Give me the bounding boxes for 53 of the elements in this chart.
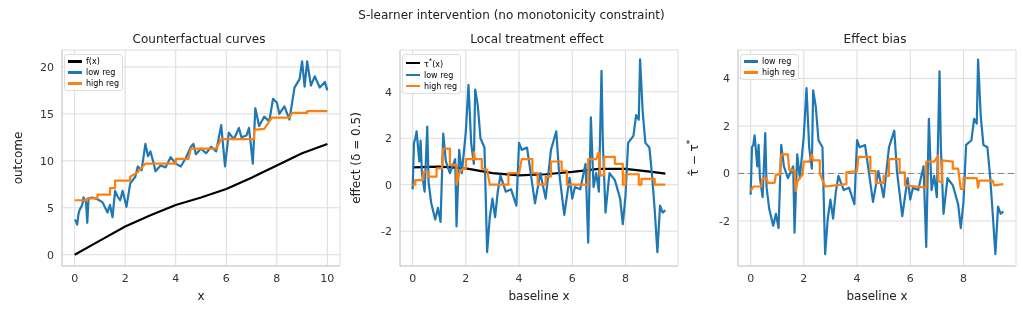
x-axis-title: baseline x (508, 289, 570, 303)
x-axis-title: x (197, 289, 205, 303)
x-tick-label: 8 (959, 271, 967, 285)
y-tick-label: 2 (385, 132, 392, 146)
x-tick-label: 0 (409, 271, 417, 285)
y-tick-label: 0 (723, 167, 730, 181)
y-axis-title: outcome (11, 131, 25, 185)
x-tick-label: 10 (320, 271, 335, 285)
x-tick-label: 4 (853, 271, 861, 285)
line-series (411, 147, 667, 186)
y-axis-title: effect (δ = 0.5) (349, 112, 363, 204)
line-series (73, 142, 329, 256)
x-tick-label: 2 (121, 271, 129, 285)
chart-title: Effect bias (843, 32, 907, 46)
text: S-learner intervention (no monotonicity constraint) (358, 8, 665, 22)
legend-label: low reg (762, 57, 792, 66)
x-tick-label: 2 (462, 271, 470, 285)
chart-title: Counterfactual curves (132, 32, 266, 46)
y-tick-label: 2 (723, 119, 730, 133)
y-tick-label: 15 (40, 107, 54, 121)
line-series (749, 58, 1005, 256)
legend-label: f(x) (86, 57, 100, 66)
line-series (411, 165, 667, 177)
line-series (73, 109, 329, 202)
line-series (749, 153, 1005, 193)
y-tick-label: 4 (723, 72, 730, 86)
x-tick-label: 4 (515, 271, 523, 285)
chart-title: Local treatment effect (470, 32, 604, 46)
x-tick-label: 0 (71, 271, 79, 285)
x-tick-label: 0 (747, 271, 755, 285)
y-tick-label: -2 (719, 214, 730, 228)
x-tick-label: 8 (621, 271, 629, 285)
legend-label: high reg (762, 68, 796, 77)
y-tick-label: 4 (385, 85, 392, 99)
legend-label: high reg (86, 79, 120, 88)
x-tick-label: 4 (172, 271, 180, 285)
x-tick-label: 6 (906, 271, 914, 285)
legend-label: high reg (424, 81, 458, 91)
x-tick-label: 8 (273, 271, 281, 285)
legend-label: low reg (86, 68, 116, 77)
y-tick-label: 0 (47, 248, 54, 262)
y-tick-label: 10 (40, 154, 54, 168)
y-tick-label: 5 (47, 201, 54, 215)
y-tick-label: -2 (381, 225, 392, 239)
x-tick-label: 6 (568, 271, 576, 285)
y-tick-label: 0 (385, 178, 392, 192)
x-tick-label: 6 (222, 271, 230, 285)
x-axis-title: baseline x (846, 289, 908, 303)
legend-label: low reg (424, 70, 454, 80)
x-tick-label: 2 (800, 271, 808, 285)
y-tick-label: 20 (40, 60, 54, 74)
line-series (411, 58, 667, 254)
legend-label: τ$^{*}$(x) (424, 57, 444, 69)
